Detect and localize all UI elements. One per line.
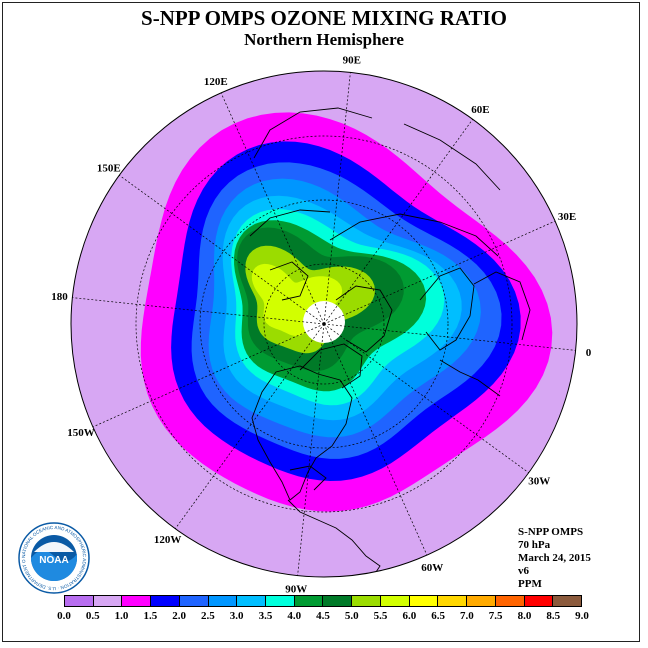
longitude-label: 0 <box>586 347 592 359</box>
date-label: March 24, 2015 <box>518 552 591 564</box>
pressure-level-label: 70 hPa <box>518 539 551 551</box>
longitude-label: 150E <box>97 163 121 175</box>
colorbar-tick-label: 2.5 <box>201 610 215 622</box>
colorbar-tick-label: 9.0 <box>575 610 589 622</box>
colorbar-tick-label: 1.5 <box>143 610 158 622</box>
longitude-label: 120E <box>204 76 228 88</box>
colorbar-swatch <box>553 596 581 606</box>
coastline <box>289 465 327 491</box>
colorbar-swatch <box>467 596 496 606</box>
longitude-label: 60W <box>421 562 443 574</box>
coastline <box>329 213 499 257</box>
colorbar-swatch <box>409 596 439 606</box>
colorbar-swatch <box>438 596 468 606</box>
colorbar-swatch <box>323 596 353 606</box>
colorbar-swatch <box>352 596 381 606</box>
longitude-label: 180 <box>51 291 68 303</box>
longitude-label: 120W <box>154 534 182 546</box>
map-title: S-NPP OMPS OZONE MIXING RATIO <box>141 6 507 30</box>
map-subtitle: Northern Hemisphere <box>244 30 404 49</box>
colorbar-tick-labels: 0.0 0.5 1.0 1.5 2.0 2.5 3.0 3.5 4.0 4.5 5.0 5.5 6.0 6… <box>0 610 648 624</box>
colorbar-swatch <box>65 596 94 606</box>
colorbar-tick-label: 8.0 <box>517 610 532 622</box>
latitude-circle <box>263 263 385 385</box>
colorbar-swatch <box>294 596 324 606</box>
colorbar-tick-label: 7.5 <box>488 610 503 622</box>
colorbar-swatch <box>380 596 410 606</box>
longitude-label: 60E <box>471 104 489 116</box>
latitude-circle <box>199 199 449 449</box>
colorbar-tick-label: 0.5 <box>85 610 100 622</box>
colorbar <box>64 595 582 607</box>
instrument-label: S-NPP OMPS <box>518 526 584 538</box>
coastline <box>269 261 309 301</box>
colorbar-swatch <box>266 596 295 606</box>
noaa-logo-text: NOAA <box>39 555 68 566</box>
colorbar-tick-label: 6.5 <box>431 610 445 622</box>
colorbar-swatch <box>151 596 180 606</box>
longitude-label: 30E <box>558 211 576 223</box>
colorbar-tick-label: 5.5 <box>373 610 388 622</box>
colorbar-tick-label: 3.0 <box>229 610 244 622</box>
map-info: S-NPP OMPS 70 hPa March 24, 2015 v6 PPM <box>518 526 591 591</box>
longitude-label: 90E <box>343 55 361 67</box>
coastline <box>287 499 381 577</box>
colorbar-tick-label: 3.5 <box>258 610 273 622</box>
coastlines <box>249 107 531 577</box>
colorbar-tick-label: 7.0 <box>460 610 474 622</box>
coastline <box>473 271 531 341</box>
coastline <box>419 267 475 351</box>
latitude-circle <box>135 135 513 513</box>
colorbar-tick-label: 1.0 <box>114 610 129 622</box>
noaa-logo: NATIONAL OCEANIC AND ATMOSPHERIC ADMINIS… <box>18 522 90 594</box>
coastline <box>439 359 501 397</box>
coastline <box>251 365 353 501</box>
colorbar-swatch <box>208 596 238 606</box>
coastline <box>249 209 331 237</box>
plot-frame <box>2 2 640 642</box>
coastline <box>335 285 393 353</box>
colorbar-tick-label: 5.0 <box>344 610 359 622</box>
graticule <box>72 72 576 576</box>
version-label: v6 <box>518 565 529 577</box>
longitude-label: 90W <box>285 584 307 596</box>
colorbar-swatch <box>93 596 123 606</box>
longitude-labels: 90E 60E 30E 0 30W 60W 90W 120W 150W 180 150E 120E <box>51 55 592 596</box>
colorbar-swatch <box>524 596 554 606</box>
colorbar-tick-label: 4.0 <box>287 610 302 622</box>
colorbar-tick-label: 4.5 <box>316 610 330 622</box>
colorbar-swatch <box>179 596 209 606</box>
units-label: PPM <box>518 578 542 590</box>
colorbar-tick-label: 0.0 <box>57 610 71 622</box>
coastline <box>403 123 501 191</box>
longitude-label: 150W <box>67 427 95 439</box>
colorbar-swatch <box>495 596 525 606</box>
colorbar-swatch <box>237 596 267 606</box>
coastline <box>299 343 363 389</box>
colorbar-tick-label: 6.0 <box>402 610 417 622</box>
ozone-zone <box>251 263 343 337</box>
longitude-label: 30W <box>528 475 550 487</box>
coastline <box>253 107 373 159</box>
colorbar-swatch <box>122 596 152 606</box>
globe-outline <box>70 70 578 578</box>
colorbar-tick-label: 2.0 <box>172 610 186 622</box>
colorbar-tick-label: 8.5 <box>546 610 561 622</box>
